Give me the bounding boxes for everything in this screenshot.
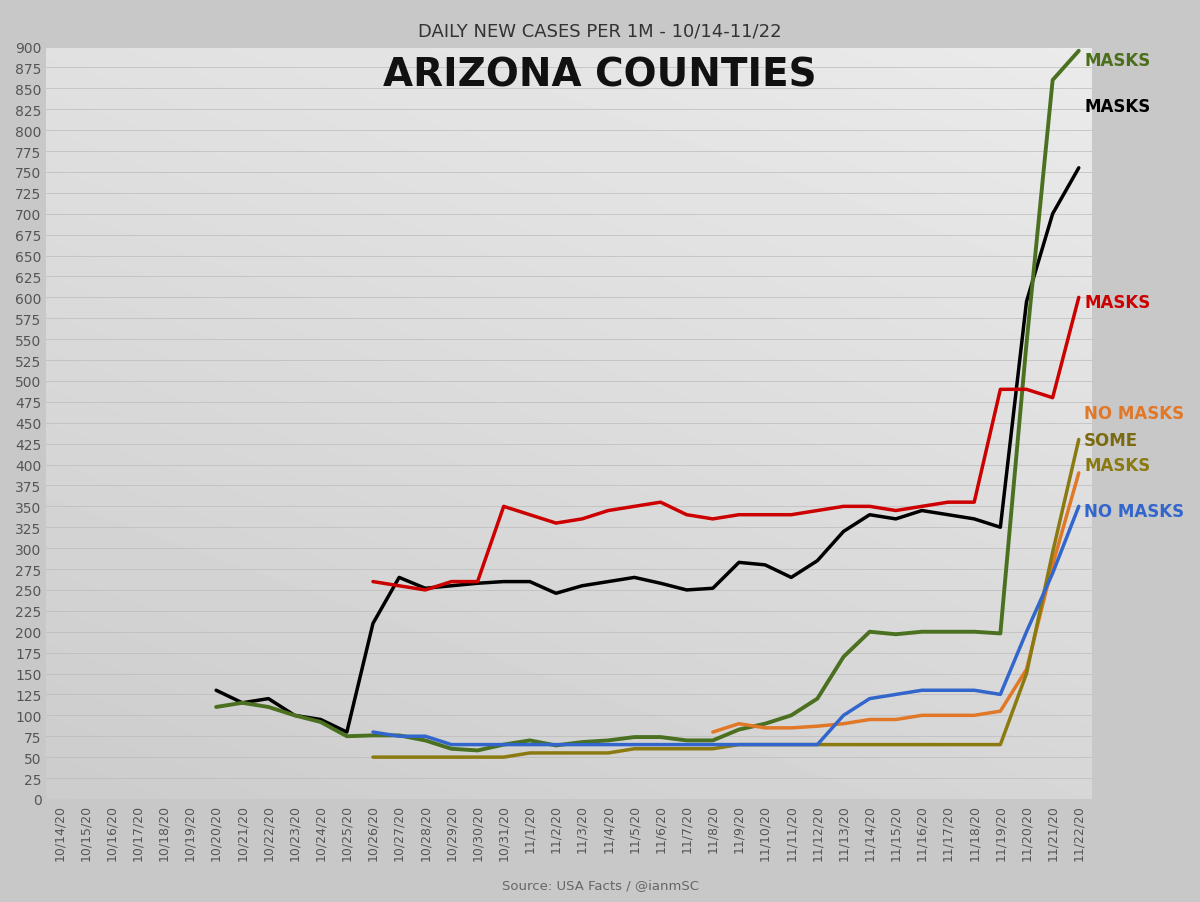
Text: MASKS: MASKS [1084,51,1151,69]
Text: Source: USA Facts / @ianmSC: Source: USA Facts / @ianmSC [502,879,698,891]
Text: NO MASKS: NO MASKS [1084,502,1184,520]
Text: ARIZONA COUNTIES: ARIZONA COUNTIES [383,57,817,95]
Text: MASKS: MASKS [1084,97,1151,115]
Text: MASKS: MASKS [1084,294,1151,312]
Text: DAILY NEW CASES PER 1M - 10/14-11/22: DAILY NEW CASES PER 1M - 10/14-11/22 [418,23,782,41]
Text: SOME: SOME [1084,432,1138,449]
Text: NO MASKS: NO MASKS [1084,405,1184,423]
Text: MASKS: MASKS [1084,456,1151,474]
